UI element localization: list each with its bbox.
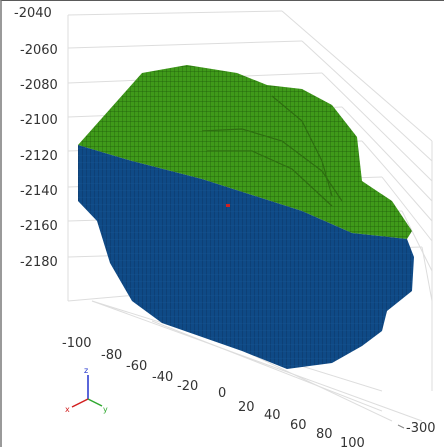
z-tick-label: -2040 [14, 6, 52, 21]
upper-volume-fold [201, 95, 343, 207]
z-tick-label: -2120 [20, 149, 58, 164]
x-tick-label: -40 [152, 370, 173, 385]
y-tick-label: -300 [406, 421, 436, 436]
x-tick-label: 40 [264, 408, 281, 423]
x-tick-label: -80 [101, 348, 122, 363]
point-marker [226, 204, 230, 207]
z-tick-label: -2160 [20, 219, 58, 234]
z-tick-label: -2080 [20, 78, 58, 93]
z-tick-label: -2100 [20, 113, 58, 128]
z-tick-label: -2060 [20, 43, 58, 58]
z-tick-label: -2180 [20, 255, 58, 270]
x-tick-label: -100 [62, 336, 92, 351]
x-tick-label: 0 [218, 386, 226, 401]
lower-volume [78, 145, 414, 369]
triad-z-label: z [84, 366, 88, 375]
z-tick-label: -2140 [20, 184, 58, 199]
x-tick-label: 100 [340, 436, 365, 448]
z-axis-ticks: -2040 -2060 -2080 -2100 -2120 -2140 -216… [14, 6, 58, 270]
axis-triad-icon: z x y [65, 366, 108, 414]
upper-volume [78, 65, 412, 239]
x-tick-label: -60 [126, 359, 147, 374]
y-axis-ticks: -300 [397, 421, 436, 436]
x-tick-label: 20 [238, 400, 255, 415]
x-tick-label: 60 [290, 418, 307, 433]
x-tick-label: -20 [177, 379, 198, 394]
triad-y-label: y [103, 405, 108, 414]
x-tick-label: 80 [316, 427, 333, 442]
x-axis-ticks: -100 -80 -60 -40 -20 0 20 40 60 80 100 [62, 336, 365, 448]
triad-x-label: x [65, 405, 70, 414]
